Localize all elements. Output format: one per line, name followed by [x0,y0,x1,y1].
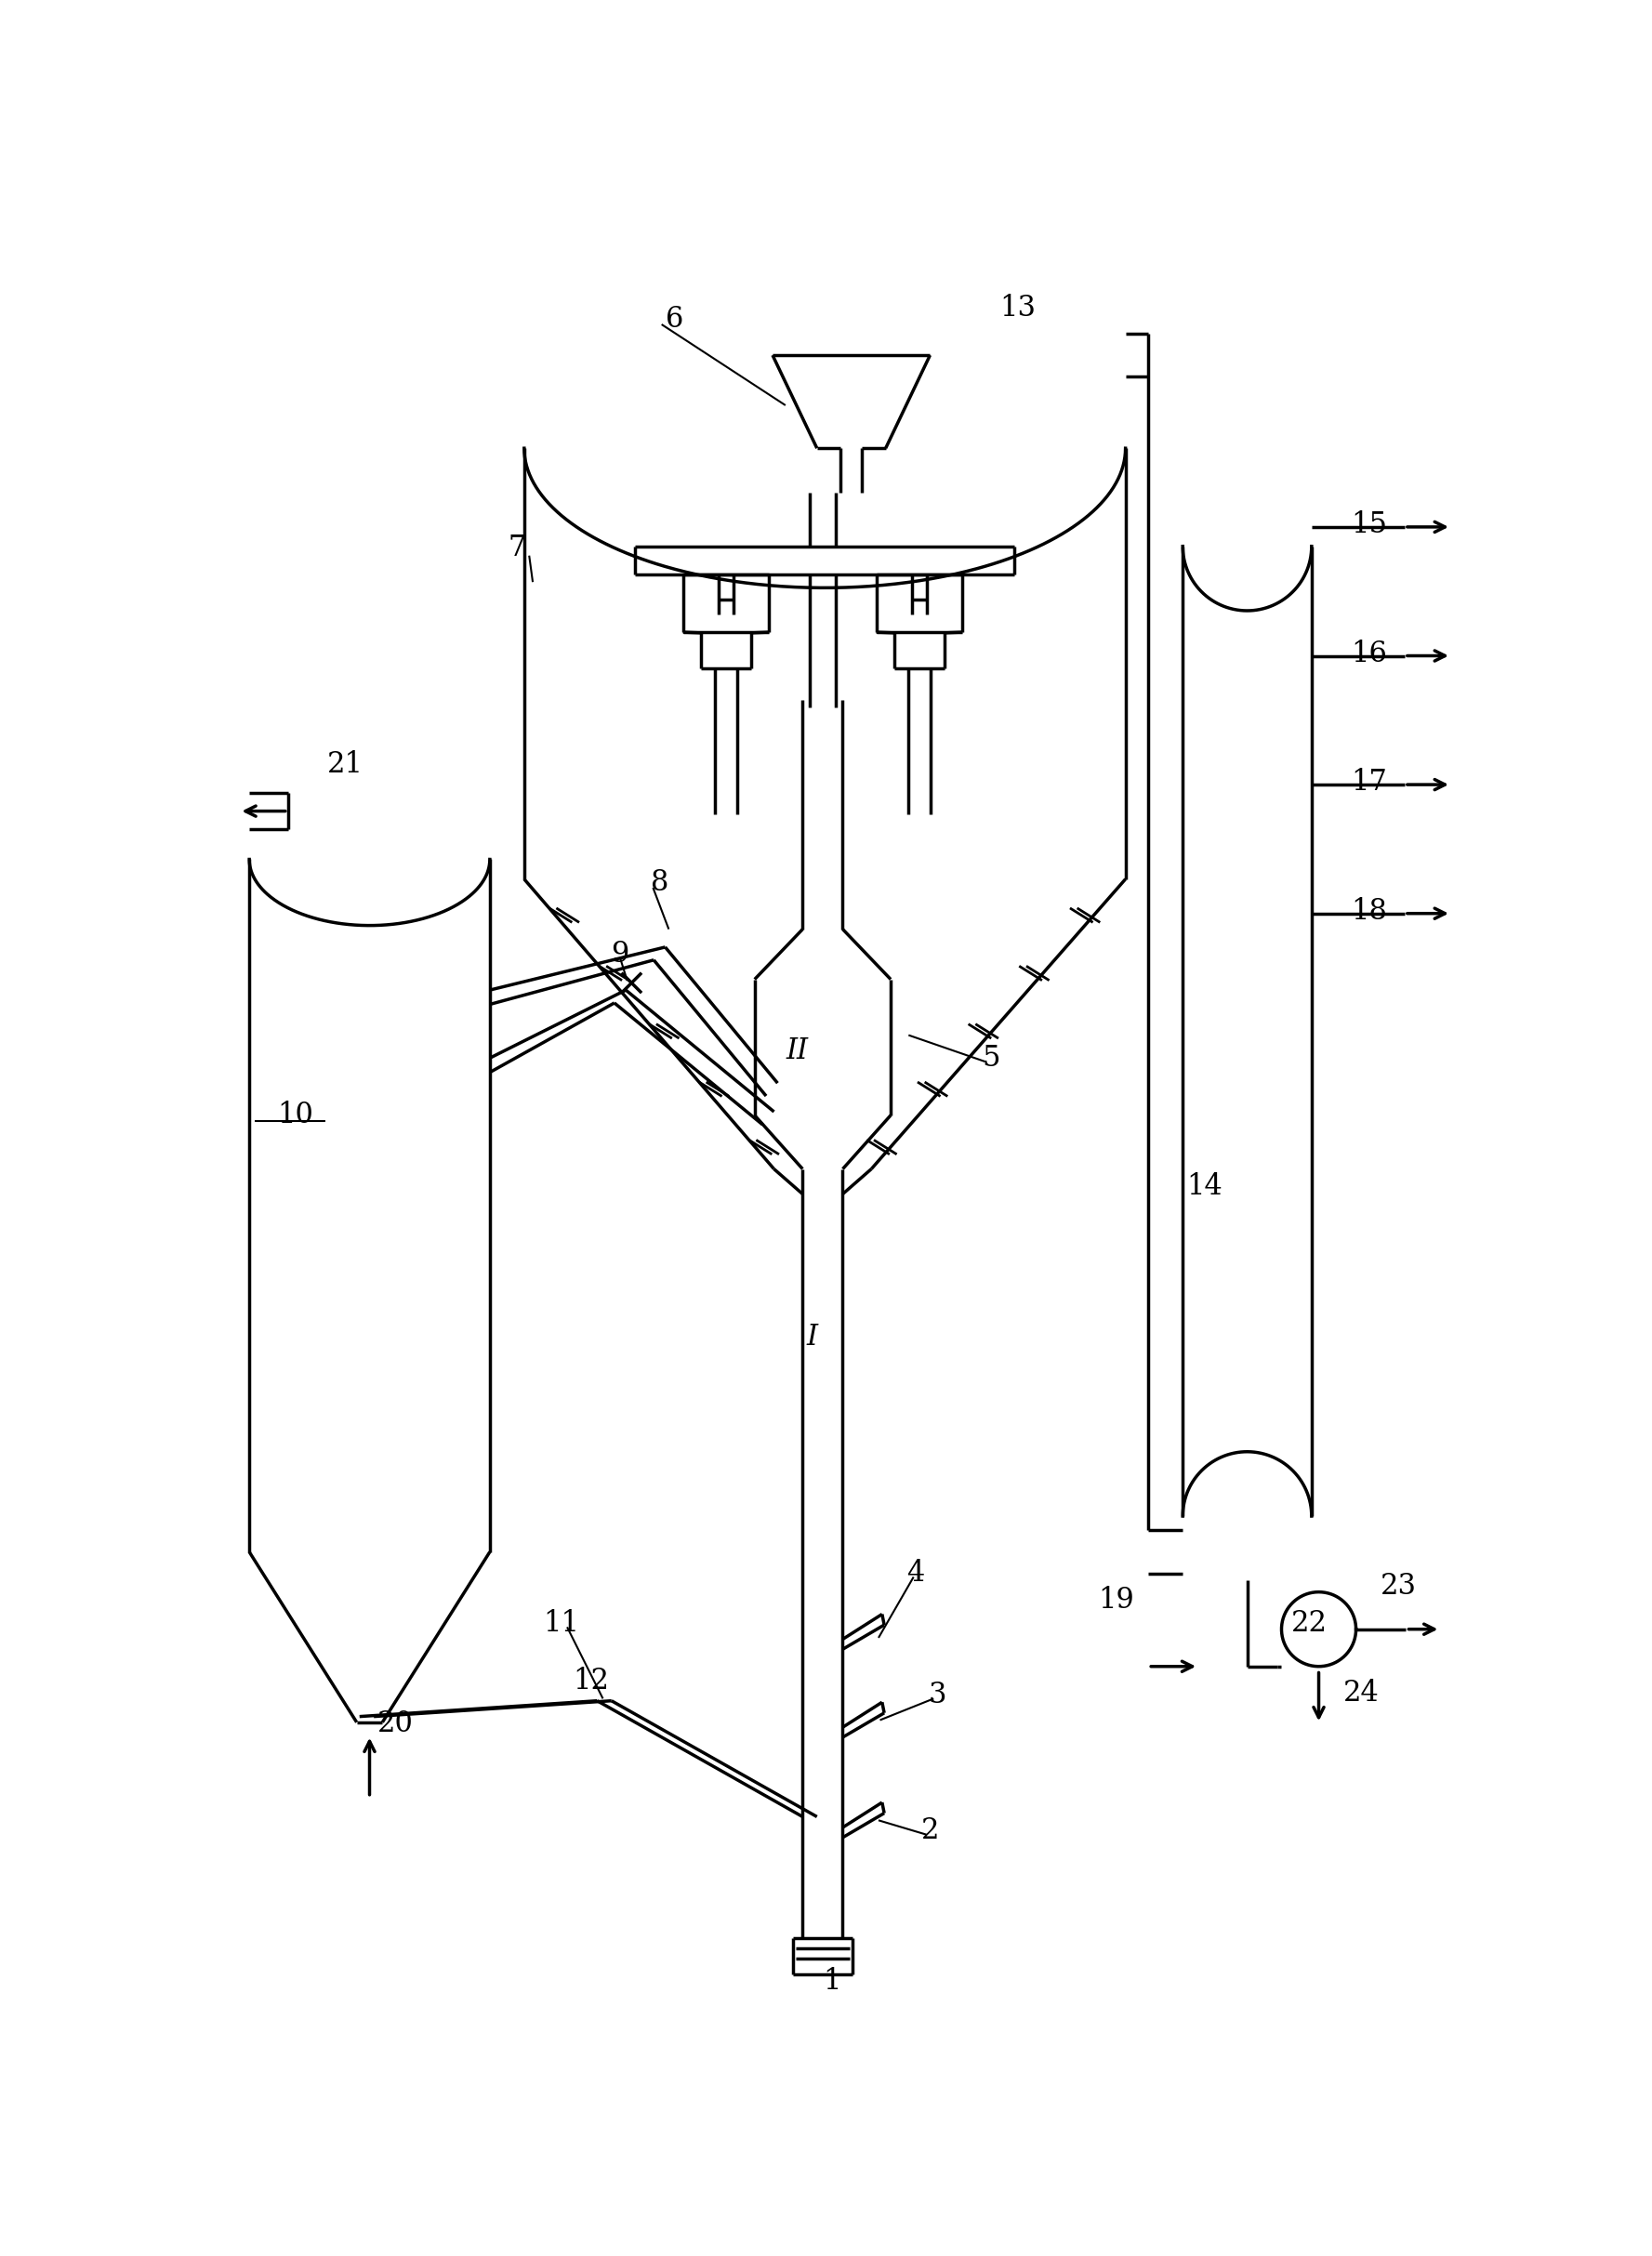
Text: 4: 4 [907,1559,925,1588]
Text: 20: 20 [377,1710,413,1737]
Text: 1: 1 [823,1967,841,1997]
Text: 12: 12 [573,1667,610,1694]
Text: 9: 9 [611,941,629,968]
Text: 21: 21 [327,751,363,778]
Text: 23: 23 [1381,1572,1417,1602]
Text: 2: 2 [920,1816,938,1845]
Text: II: II [786,1036,809,1065]
Text: 17: 17 [1351,767,1388,796]
Text: I: I [806,1322,818,1351]
Text: 10: 10 [278,1101,314,1130]
Text: 8: 8 [651,869,669,898]
Text: 22: 22 [1292,1609,1328,1638]
Text: 24: 24 [1343,1678,1379,1708]
Text: 6: 6 [666,305,684,334]
Text: 14: 14 [1186,1173,1222,1200]
Text: 5: 5 [981,1045,999,1072]
Text: 13: 13 [999,293,1036,323]
Text: 19: 19 [1099,1586,1135,1615]
Text: 18: 18 [1351,898,1388,925]
Text: 3: 3 [928,1681,947,1710]
Text: 11: 11 [544,1609,580,1638]
Text: 7: 7 [509,535,525,562]
Text: 15: 15 [1351,510,1388,539]
Text: 16: 16 [1351,638,1388,668]
